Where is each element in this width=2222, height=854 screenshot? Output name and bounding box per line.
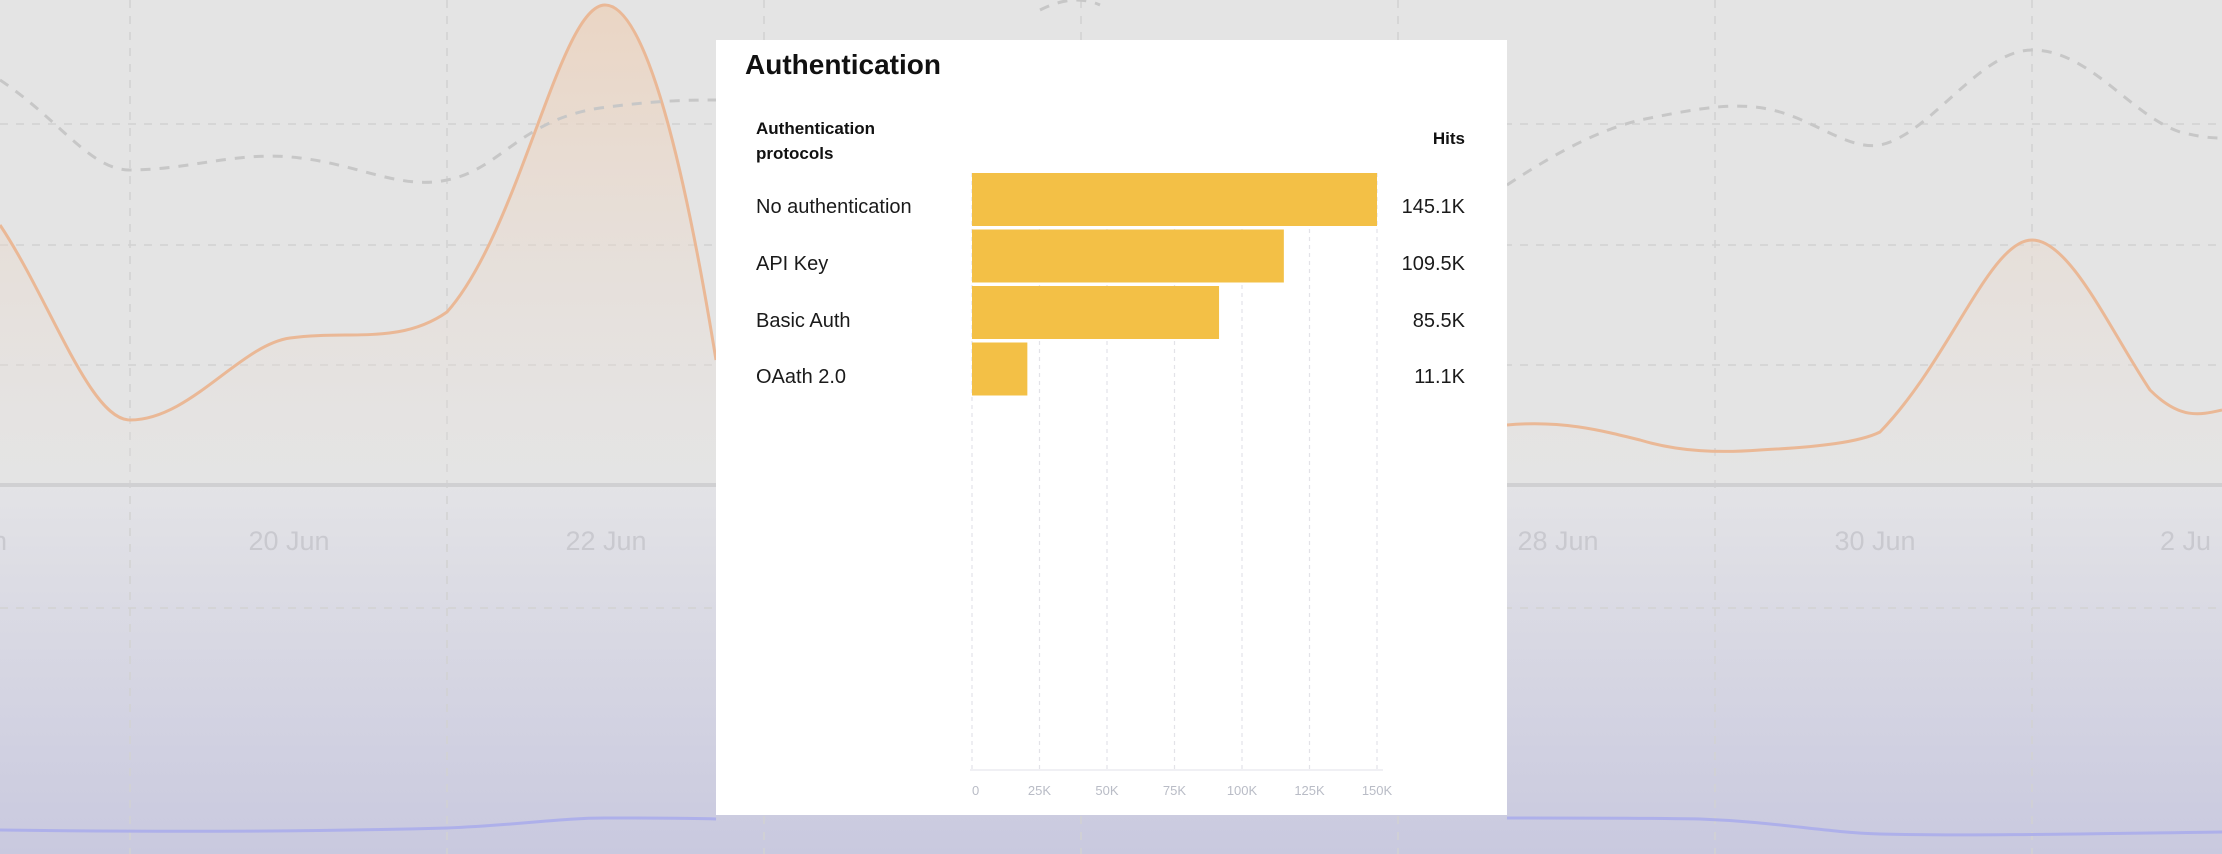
x-tick-label: 75K — [1163, 783, 1186, 798]
bar — [972, 286, 1220, 339]
column-header-protocols: Authentication protocols — [756, 119, 875, 163]
authentication-card: Authentication Authentication protocols … — [716, 40, 1507, 815]
row-value-basic-auth: 85.5K — [1412, 310, 1465, 332]
row-label-api-key: API Key — [756, 253, 829, 275]
column-header-hits: Hits — [1432, 129, 1465, 148]
row-label-no-authentication: No authentication — [756, 196, 912, 218]
row-value-no-authentication: 145.1K — [1401, 196, 1465, 218]
x-tick-label: 0 — [972, 783, 979, 798]
bar-chart: 0 25K 50K 75K 100K 125K 150K — [970, 173, 1393, 798]
bar — [972, 173, 1377, 226]
row-label-basic-auth: Basic Auth — [756, 310, 851, 332]
background-tick-label: 20 Jun — [248, 526, 329, 556]
background-tick-label: 30 Jun — [1834, 526, 1915, 556]
x-tick-label: 125K — [1294, 783, 1325, 798]
background-bottom-line — [0, 816, 2222, 837]
card-title: Authentication — [745, 49, 941, 80]
x-tick-label: 50K — [1095, 783, 1118, 798]
background-area-fill — [0, 5, 2222, 485]
background-tick-label: 28 Jun — [1517, 526, 1598, 556]
bar — [972, 342, 1028, 396]
row-value-oauth: 11.1K — [1414, 366, 1465, 388]
background-tick-label: 22 Jun — [565, 526, 646, 556]
background-area-line — [0, 3, 2222, 453]
background-tick-label: 2 Ju — [2160, 526, 2211, 556]
bar — [972, 229, 1284, 283]
x-tick-label: 25K — [1028, 783, 1051, 798]
row-label-oauth: OAath 2.0 — [756, 366, 847, 388]
background-dashed-line — [0, 0, 2222, 187]
x-tick-label: 150K — [1362, 783, 1393, 798]
x-tick-label: 100K — [1227, 783, 1258, 798]
row-value-api-key: 109.5K — [1401, 253, 1465, 275]
background-tick-label: n — [0, 526, 7, 556]
